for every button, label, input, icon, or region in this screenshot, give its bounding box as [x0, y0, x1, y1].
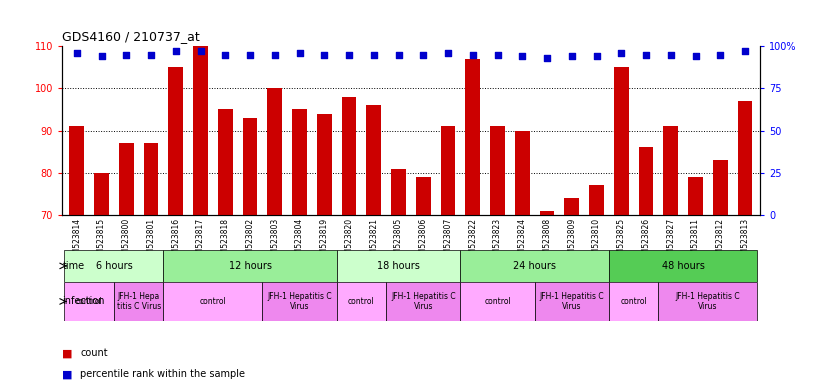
Bar [69, 126, 84, 215]
Bar [663, 126, 678, 215]
Text: time: time [63, 261, 84, 271]
Point [714, 51, 727, 58]
Text: control: control [484, 297, 511, 306]
Bar [193, 46, 208, 215]
Bar [658, 282, 757, 321]
Text: JFH-1 Hepatitis C
Virus: JFH-1 Hepatitis C Virus [676, 292, 740, 311]
Bar [64, 250, 164, 282]
Text: JFH-1 Hepatitis C
Virus: JFH-1 Hepatitis C Virus [539, 292, 604, 311]
Point [120, 51, 133, 58]
Bar [515, 131, 529, 215]
Bar [169, 67, 183, 215]
Bar [64, 282, 114, 321]
Bar [392, 169, 406, 215]
Bar [218, 109, 233, 215]
Point [343, 51, 356, 58]
Bar [263, 282, 337, 321]
Point [416, 51, 430, 58]
Bar [164, 282, 263, 321]
Point [565, 53, 578, 59]
Bar [440, 126, 455, 215]
Bar [738, 101, 752, 215]
Point [689, 53, 702, 59]
Bar [460, 282, 534, 321]
Point [540, 55, 553, 61]
Bar [589, 185, 604, 215]
Bar [688, 177, 703, 215]
Text: JFH-1 Hepatitis C
Virus: JFH-1 Hepatitis C Virus [268, 292, 332, 311]
Text: control: control [200, 297, 226, 306]
Point [293, 50, 306, 56]
Text: JFH-1 Hepatitis C
Virus: JFH-1 Hepatitis C Virus [391, 292, 456, 311]
Point [244, 51, 257, 58]
Text: 18 hours: 18 hours [377, 261, 420, 271]
Bar [342, 97, 357, 215]
Text: GDS4160 / 210737_at: GDS4160 / 210737_at [62, 30, 200, 43]
Point [441, 50, 454, 56]
Bar [119, 143, 134, 215]
Bar [534, 282, 609, 321]
Bar [713, 160, 728, 215]
Bar [337, 282, 387, 321]
Text: control: control [348, 297, 375, 306]
Bar [614, 67, 629, 215]
Text: infection: infection [63, 296, 105, 306]
Text: 12 hours: 12 hours [229, 261, 272, 271]
Point [318, 51, 331, 58]
Text: count: count [80, 348, 107, 358]
Bar [317, 114, 332, 215]
Text: JFH-1 Hepa
titis C Virus: JFH-1 Hepa titis C Virus [116, 292, 161, 311]
Bar [144, 143, 159, 215]
Bar [609, 250, 757, 282]
Bar [164, 250, 337, 282]
Bar [387, 282, 460, 321]
Text: 6 hours: 6 hours [96, 261, 132, 271]
Point [639, 51, 653, 58]
Bar [337, 250, 460, 282]
Point [590, 53, 603, 59]
Point [219, 51, 232, 58]
Bar [292, 109, 307, 215]
Point [664, 51, 677, 58]
Point [615, 50, 628, 56]
Bar [465, 59, 480, 215]
Bar [367, 105, 382, 215]
Bar [415, 177, 430, 215]
Text: control: control [620, 297, 647, 306]
Bar [243, 118, 258, 215]
Point [738, 48, 752, 54]
Bar [609, 282, 658, 321]
Point [368, 51, 381, 58]
Text: 48 hours: 48 hours [662, 261, 705, 271]
Bar [460, 250, 609, 282]
Point [194, 48, 207, 54]
Bar [638, 147, 653, 215]
Point [491, 51, 504, 58]
Text: percentile rank within the sample: percentile rank within the sample [80, 369, 245, 379]
Text: ■: ■ [62, 369, 73, 379]
Point [70, 50, 83, 56]
Text: control: control [76, 297, 102, 306]
Text: ■: ■ [62, 348, 73, 358]
Text: 24 hours: 24 hours [513, 261, 556, 271]
Bar [114, 282, 164, 321]
Point [515, 53, 529, 59]
Point [169, 48, 183, 54]
Bar [539, 211, 554, 215]
Point [95, 53, 108, 59]
Bar [490, 126, 505, 215]
Bar [94, 173, 109, 215]
Point [392, 51, 406, 58]
Point [466, 51, 479, 58]
Point [268, 51, 282, 58]
Point [145, 51, 158, 58]
Bar [268, 88, 282, 215]
Bar [564, 198, 579, 215]
